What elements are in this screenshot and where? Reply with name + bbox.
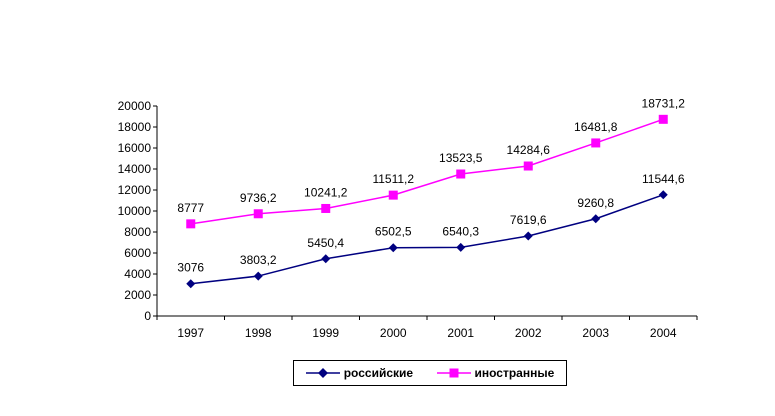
x-tick-label: 1998 (245, 326, 272, 340)
legend-entry-foreign: иностранные (436, 366, 555, 380)
y-tick-label: 14000 (118, 162, 152, 176)
x-tick-label: 1999 (312, 326, 339, 340)
data-point (253, 271, 263, 281)
x-tick-label: 2001 (447, 326, 474, 340)
data-point (456, 242, 466, 252)
data-label: 11544,6 (642, 172, 685, 186)
chart-series: 3076 3803,2 5450,4 6502,5 6540,3 7619,6 9260,8… (177, 96, 686, 289)
data-point (186, 219, 196, 229)
data-label: 13523,5 (439, 151, 483, 165)
y-tick-label: 4000 (124, 267, 151, 281)
data-label: 14284,6 (507, 143, 551, 157)
legend-swatch-russian (305, 368, 340, 378)
x-tick-label: 1997 (177, 326, 204, 340)
legend-entry-russian: российские (305, 366, 414, 380)
chart-legend: российские иностранные (293, 360, 567, 386)
data-point (321, 203, 331, 213)
y-axis-ticks: 0 2000 4000 6000 8000 10000 12000 14000 16000 180… (118, 99, 157, 323)
y-tick-label: 16000 (118, 141, 152, 155)
data-point (658, 114, 668, 124)
data-label: 16481,8 (574, 120, 618, 134)
data-label: 9736,2 (240, 191, 277, 205)
data-point (388, 190, 398, 200)
data-point (456, 169, 466, 179)
y-tick-label: 0 (144, 309, 151, 323)
series-line (190, 194, 664, 285)
data-point (523, 161, 533, 171)
x-axis-ticks: 1997 1998 1999 2000 2001 2002 2003 2004 (156, 316, 698, 340)
y-tick-label: 12000 (118, 183, 152, 197)
data-label: 7619,6 (510, 213, 547, 227)
data-label: 3803,2 (240, 253, 277, 267)
series-1: 8777 9736,2 10241,2 11511,2 13523,5 14284,6 16… (177, 96, 686, 229)
y-tick-label: 10000 (118, 204, 152, 218)
data-point (388, 243, 398, 253)
data-point (186, 279, 196, 289)
y-tick-label: 18000 (118, 120, 152, 134)
y-tick-label: 8000 (124, 225, 151, 239)
data-point (591, 138, 601, 148)
data-point (523, 231, 533, 241)
data-label: 6502,5 (375, 225, 412, 239)
y-tick-label: 20000 (118, 99, 152, 113)
legend-swatch-foreign (436, 368, 471, 378)
data-label: 3076 (177, 261, 204, 275)
legend-label-foreign: иностранные (474, 366, 555, 380)
x-tick-label: 2000 (380, 326, 407, 340)
data-label: 5450,4 (307, 236, 344, 250)
data-label: 9260,8 (577, 196, 614, 210)
data-point (658, 190, 668, 200)
data-label: 11511,2 (372, 172, 414, 186)
x-tick-label: 2003 (582, 326, 609, 340)
data-label: 8777 (177, 201, 204, 215)
data-label: 10241,2 (304, 185, 348, 199)
legend-label-russian: российские (343, 366, 414, 380)
x-tick-label: 2004 (650, 326, 677, 340)
series-line (190, 118, 664, 225)
data-point (591, 214, 601, 224)
x-tick-label: 2002 (515, 326, 542, 340)
y-tick-label: 6000 (124, 246, 151, 260)
data-point (321, 254, 331, 264)
data-label: 18731,2 (642, 96, 686, 110)
data-label: 6540,3 (442, 224, 479, 238)
data-point (253, 209, 263, 219)
y-tick-label: 2000 (124, 288, 151, 302)
series-0: 3076 3803,2 5450,4 6502,5 6540,3 7619,6 9260,8… (177, 172, 685, 289)
